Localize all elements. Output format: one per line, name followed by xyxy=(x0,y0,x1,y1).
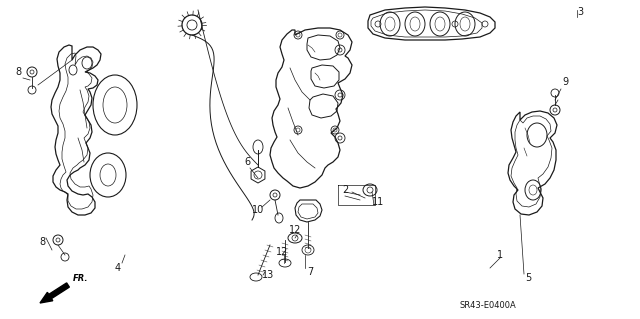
Text: 4: 4 xyxy=(115,263,121,273)
Text: 3: 3 xyxy=(577,7,583,17)
Text: 11: 11 xyxy=(372,197,384,207)
Text: 7: 7 xyxy=(307,267,313,277)
Text: 8: 8 xyxy=(15,67,21,77)
Text: SR43-E0400A: SR43-E0400A xyxy=(460,300,516,309)
Text: 2: 2 xyxy=(342,185,348,195)
Text: 9: 9 xyxy=(562,77,568,87)
Text: 8: 8 xyxy=(39,237,45,247)
Text: 6: 6 xyxy=(244,157,250,167)
Text: 12: 12 xyxy=(289,225,301,235)
Text: FR.: FR. xyxy=(73,274,88,283)
Text: 5: 5 xyxy=(525,273,531,283)
Text: 13: 13 xyxy=(262,270,274,280)
Text: 12: 12 xyxy=(276,247,288,257)
Text: 10: 10 xyxy=(252,205,264,215)
Text: 1: 1 xyxy=(497,250,503,260)
FancyArrow shape xyxy=(40,283,69,303)
